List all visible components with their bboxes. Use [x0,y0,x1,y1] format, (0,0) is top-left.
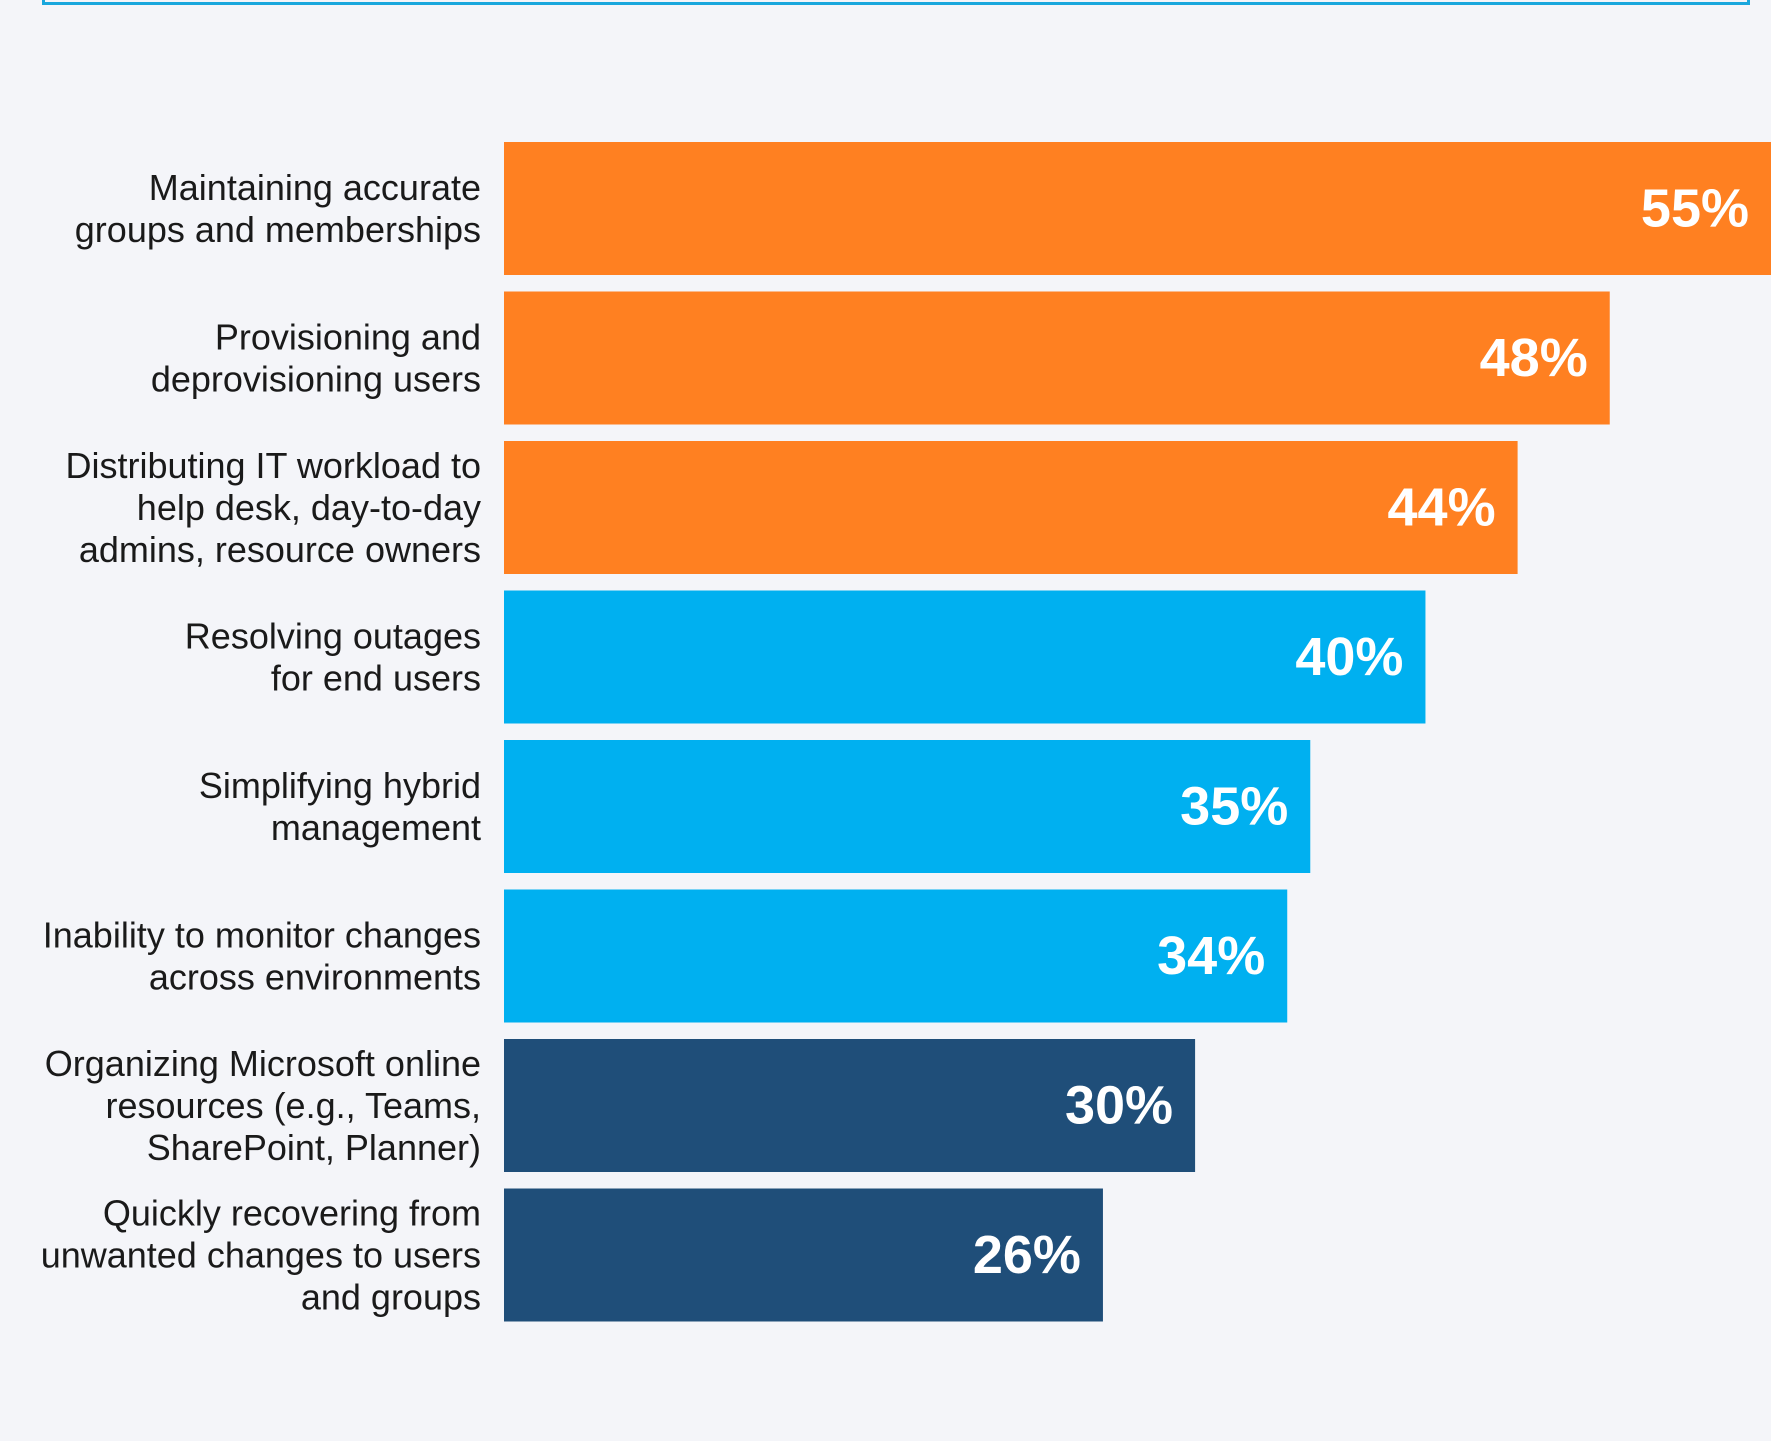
bar-5 [504,740,1311,873]
category-label-7-line-1: Organizing Microsoft online [45,1043,481,1084]
bar-4 [504,590,1426,724]
category-label-2-line-1: Provisioning and [215,317,481,358]
bar-6 [504,889,1288,1023]
bar-value-label-5: 35% [1180,777,1288,837]
category-label-7-line-2: resources (e.g., Teams, [106,1085,482,1126]
bar-value-label-3: 44% [1388,478,1496,538]
category-label-5-line-2: management [271,807,481,848]
bar-8 [504,1188,1103,1322]
category-label-2-line-2: deprovisioning users [151,359,481,400]
bar-1 [504,142,1771,275]
bar-value-label-6: 34% [1157,926,1265,986]
category-label-3-line-3: admins, resource owners [79,529,481,570]
bar-value-label-7: 30% [1065,1076,1173,1136]
category-label-3-line-1: Distributing IT workload to [65,445,481,486]
category-label-7-line-3: SharePoint, Planner) [147,1127,481,1168]
bar-7 [504,1039,1196,1172]
category-label-6-line-2: across environments [149,957,481,998]
bar-value-label-4: 40% [1295,627,1403,687]
category-label-4-line-2: for end users [271,658,481,699]
category-label-1-line-2: groups and memberships [75,209,481,250]
category-label-4-line-1: Resolving outages [185,616,481,657]
bar-value-label-2: 48% [1480,328,1588,388]
bar-value-label-8: 26% [973,1225,1081,1285]
category-label-8-line-1: Quickly recovering from [103,1193,481,1234]
top-frame-border [42,0,1750,5]
bar-3 [504,441,1518,574]
bar-2 [504,291,1610,425]
category-label-6-line-1: Inability to monitor changes [43,915,481,956]
category-label-8-line-3: and groups [301,1277,481,1318]
category-label-5-line-1: Simplifying hybrid [199,765,481,806]
category-label-1-line-1: Maintaining accurate [149,167,481,208]
category-label-8-line-2: unwanted changes to users [41,1235,481,1276]
category-label-3-line-2: help desk, day-to-day [137,487,481,528]
bar-value-label-1: 55% [1641,179,1749,239]
